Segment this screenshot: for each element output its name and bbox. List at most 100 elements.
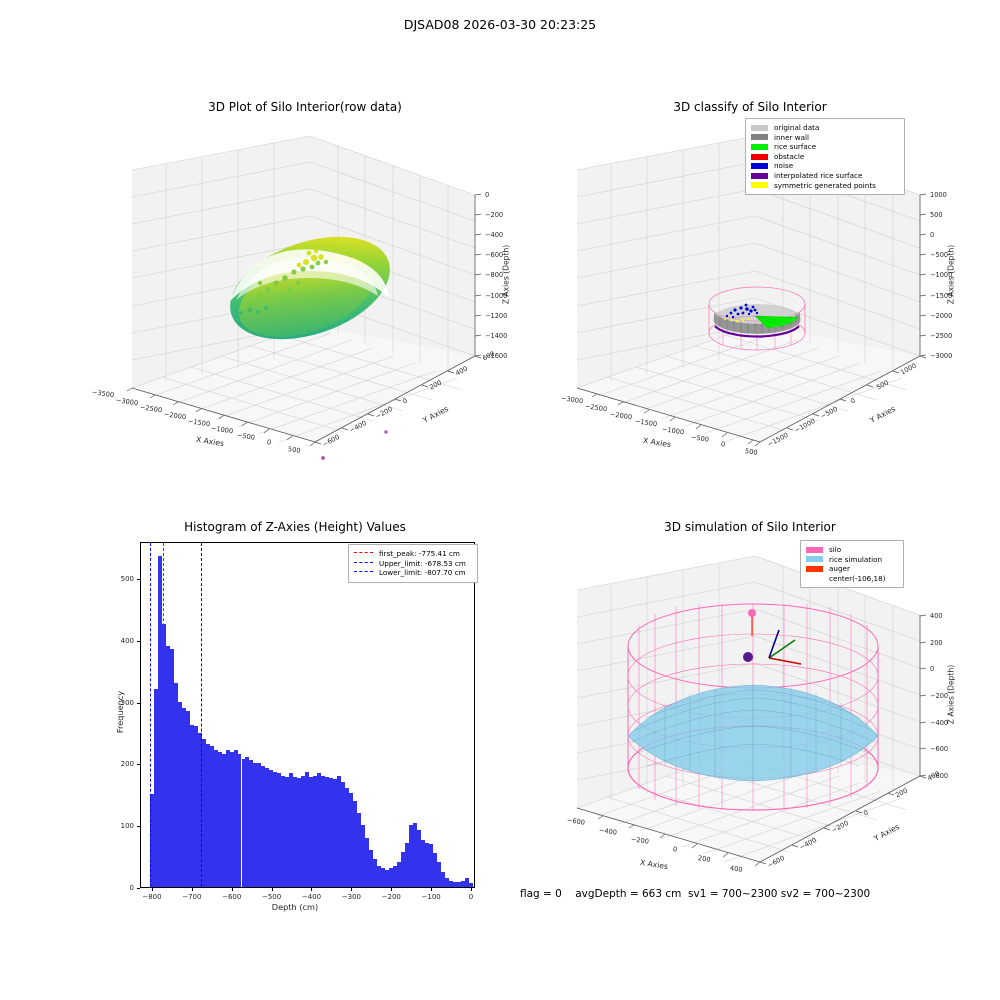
histogram-xtick-mark xyxy=(311,888,313,891)
panel1-ztick-5: −1000 xyxy=(485,292,508,300)
histogram-bar xyxy=(185,710,190,887)
legend-item-rice-simulation[interactable]: rice simulation xyxy=(806,555,898,565)
histogram-bar xyxy=(153,689,158,887)
histogram-bar xyxy=(277,772,282,887)
legend-item-first-peak[interactable]: first_peak: -775.41 cm xyxy=(354,549,472,559)
histogram-bar xyxy=(424,842,429,887)
stray-point-a xyxy=(321,456,325,460)
histogram-bar xyxy=(460,880,465,887)
legend-item-auger[interactable]: auger xyxy=(806,564,898,574)
histogram-bar xyxy=(281,775,286,887)
panel3-xlabel: Depth (cm) xyxy=(271,902,319,912)
panel2-ztick-0: 1000 xyxy=(930,191,947,199)
histogram-bar xyxy=(205,743,210,887)
legend-label: noise xyxy=(774,161,794,171)
panel4-ztick-3: −200 xyxy=(930,692,949,700)
histogram-bar xyxy=(189,725,194,887)
panel2-ztick-2: 0 xyxy=(930,231,935,239)
histogram-bar xyxy=(385,869,390,887)
legend-label: silo xyxy=(829,545,842,554)
legend-item-rice-surface[interactable]: rice surface xyxy=(751,142,899,152)
dashline-first-peak-icon xyxy=(354,552,373,554)
legend-item-interpolated-rice-surface[interactable]: interpolated rice surface xyxy=(751,171,899,181)
axes3d-classify[interactable]: −3000 −2500 −2000 −1500 −1000 −500 0 500… xyxy=(555,120,955,490)
axes3d-simulation-canvas xyxy=(576,555,927,867)
legend-item-original-data[interactable]: original data xyxy=(751,123,899,133)
histogram-xtick-label: −100 xyxy=(421,893,441,901)
histogram-bars xyxy=(141,543,474,887)
panel2-ztick-7: −2500 xyxy=(930,332,953,340)
histogram-bar xyxy=(257,763,262,887)
histogram-bar xyxy=(456,882,461,887)
histogram-bar xyxy=(229,752,234,887)
histogram-bar xyxy=(177,701,182,887)
legend-item-obstacle[interactable]: obstacle xyxy=(751,152,899,162)
panel1-ztick-0: 0 xyxy=(485,191,490,199)
swatch-obstacle-icon xyxy=(751,153,768,160)
legend-histogram[interactable]: first_peak: -775.41 cm Upper_limit: -678… xyxy=(348,544,478,583)
histogram-bar xyxy=(221,754,226,887)
histogram-bar xyxy=(436,862,441,887)
histogram-bar xyxy=(269,769,274,887)
legend-item-center-note: center(-106,18) xyxy=(806,574,898,584)
legend-item-noise[interactable]: noise xyxy=(751,161,899,171)
panel1-zlabel: Z Axies (Depth) xyxy=(501,244,511,305)
axes3d-tickmarks xyxy=(597,614,927,867)
stray-point-b xyxy=(384,430,388,434)
legend-item-symmetric-generated-points[interactable]: symmetric generated points xyxy=(751,181,899,191)
histogram-bar xyxy=(149,794,154,887)
legend-simulation[interactable]: silo rice simulation auger center(-106,1… xyxy=(800,540,904,589)
histogram-ytick-mark xyxy=(137,640,140,642)
rice-simulation-dome xyxy=(627,684,879,782)
histogram-bar xyxy=(353,800,358,887)
panel4-ztick-2: 0 xyxy=(930,665,935,673)
histogram-xtick-label: −500 xyxy=(261,893,282,901)
legend-item-silo[interactable]: silo xyxy=(806,545,898,555)
histogram-bar xyxy=(225,749,230,887)
panel2-ztick-1: 500 xyxy=(930,211,943,219)
histogram-ytick-label: 100 xyxy=(120,822,134,831)
panel-3d-simulation: 3D simulation of Silo Interior xyxy=(555,520,955,910)
legend-item-upper-limit[interactable]: Upper_limit: -678.53 cm xyxy=(354,559,472,569)
histogram-ytick-label: 0 xyxy=(129,884,134,892)
panel2-ztick-4: −1000 xyxy=(930,271,953,279)
histogram-bar xyxy=(165,646,170,887)
legend-label: interpolated rice surface xyxy=(774,170,863,180)
histogram-bar xyxy=(452,882,457,887)
histogram-xtick-mark xyxy=(391,888,393,891)
histogram-bar xyxy=(440,872,445,887)
legend-item-lower-limit[interactable]: Lower_limit: -807.70 cm xyxy=(354,568,472,578)
panel-3d-raw: 3D Plot of Silo Interior(row data) xyxy=(91,100,510,490)
panel4-zlabel: Z Axies (Depth) xyxy=(946,664,956,725)
histogram-xtick-label: −700 xyxy=(182,893,202,901)
histogram-bar xyxy=(373,859,378,887)
panel2-ztick-6: −2000 xyxy=(930,312,953,320)
legend-label: symmetric generated points xyxy=(774,180,876,190)
legend-label: obstacle xyxy=(774,151,805,161)
histogram-xtick-mark xyxy=(271,888,273,891)
histogram-bar xyxy=(253,763,258,887)
histogram-bar xyxy=(369,849,374,887)
histogram-bar xyxy=(401,852,405,887)
histogram-xtick-label: −400 xyxy=(301,893,322,901)
histogram-bar xyxy=(309,777,314,887)
panel1-ztick-3: −600 xyxy=(485,251,504,259)
histogram-threshold-line xyxy=(162,543,164,887)
panel4-ztick-0: 400 xyxy=(930,612,943,620)
histogram-xtick-label: 0 xyxy=(468,893,474,901)
legend-label: rice simulation xyxy=(829,554,883,564)
axes3d-simulation[interactable]: −600 −400 −200 0 200 400 X Axies −600 −4… xyxy=(555,540,955,910)
panel2-ztick-5: −1500 xyxy=(930,292,953,300)
histogram-bar xyxy=(409,825,413,887)
histogram-ytick-label: 300 xyxy=(120,698,134,707)
legend-label: rice surface xyxy=(774,142,817,152)
legend-classify[interactable]: original data inner wall rice surface ob… xyxy=(745,118,905,196)
swatch-silo-icon xyxy=(806,546,823,553)
histogram-bar xyxy=(416,830,421,887)
legend-item-inner-wall[interactable]: inner wall xyxy=(751,133,899,143)
histogram-bar xyxy=(412,822,417,887)
axes3d-raw[interactable]: −3500 −3000 −2500 −2000 −1500 −1000 −500… xyxy=(91,120,510,490)
histogram-axes[interactable] xyxy=(140,542,475,888)
histogram-xtick-label: −600 xyxy=(222,893,242,901)
